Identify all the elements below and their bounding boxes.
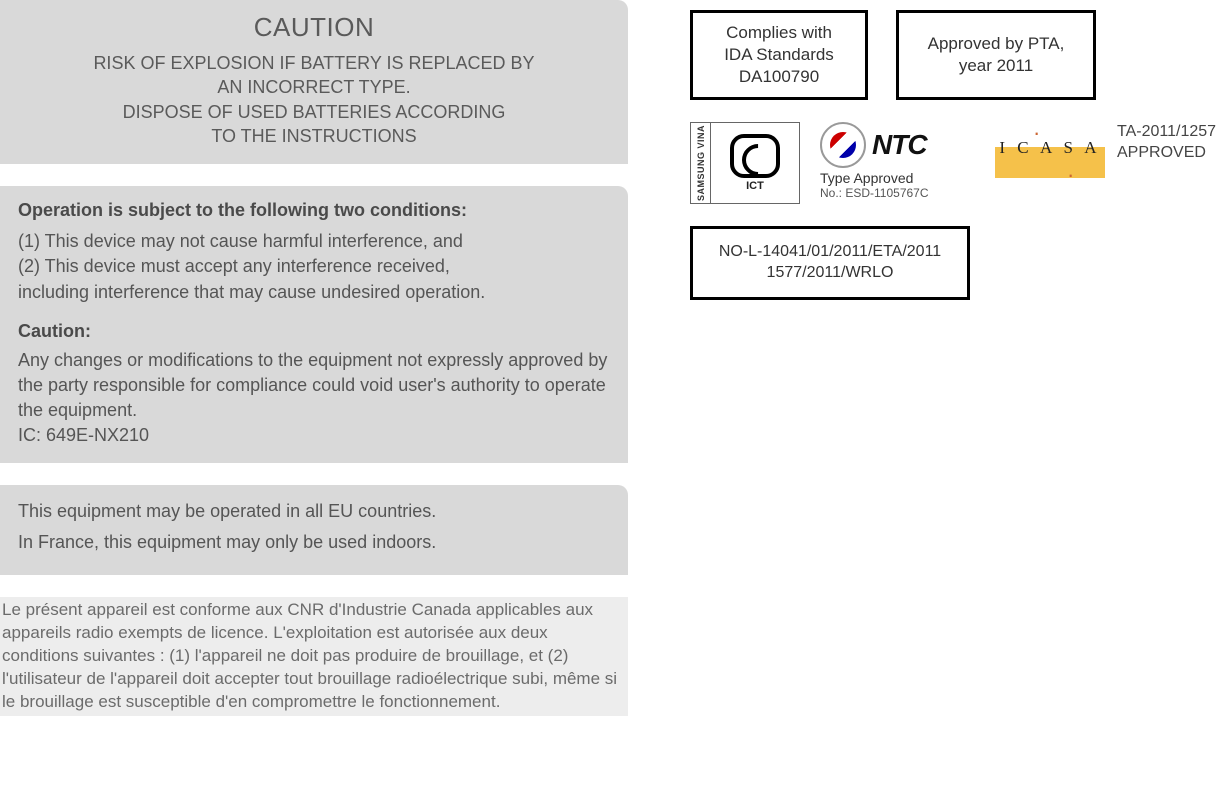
ict-cr-icon <box>730 134 780 178</box>
ida-line: IDA Standards <box>711 44 847 66</box>
french-notice: Le présent appareil est conforme aux CNR… <box>0 597 628 716</box>
caution-panel: CAUTION RISK OF EXPLOSION IF BATTERY IS … <box>0 0 628 164</box>
ntc-type-approved: Type Approved <box>820 170 975 186</box>
caution-subheading: Caution: <box>18 321 610 342</box>
conditions-text: (1) This device may not cause harmful in… <box>18 229 610 305</box>
conditions-panel: Operation is subject to the following tw… <box>0 186 628 462</box>
eu-line: This equipment may be operated in all EU… <box>18 499 610 524</box>
eta-line: NO-L-14041/01/2011/ETA/2011 <box>705 242 955 263</box>
ict-logo: SAMSUNG VINA ICT <box>690 122 800 204</box>
ntc-seal-icon <box>820 122 866 168</box>
eta-line: 1577/2011/WRLO <box>705 263 955 284</box>
cert-row-top: Complies with IDA Standards DA100790 App… <box>690 10 1225 100</box>
caution-body: RISK OF EXPLOSION IF BATTERY IS REPLACED… <box>20 51 608 148</box>
ntc-logo: NTC Type Approved No.: ESD-1105767C <box>820 122 975 200</box>
icasa-label: I C A S A <box>995 122 1105 158</box>
ic-number: IC: 649E-NX210 <box>18 423 610 448</box>
caution-line: DISPOSE OF USED BATTERIES ACCORDING <box>20 100 608 124</box>
pta-cert-box: Approved by PTA, year 2011 <box>896 10 1096 100</box>
ict-label: ICT <box>746 180 764 192</box>
condition-item: (1) This device may not cause harmful in… <box>18 229 610 254</box>
icasa-approved: APPROVED <box>1117 143 1216 164</box>
ict-mark: ICT <box>711 123 799 203</box>
caution-line: RISK OF EXPLOSION IF BATTERY IS REPLACED… <box>20 51 608 75</box>
ntc-label: NTC <box>872 129 927 161</box>
eu-line: In France, this equipment may only be us… <box>18 530 610 555</box>
condition-item: (2) This device must accept any interfer… <box>18 254 610 279</box>
caution-line: TO THE INSTRUCTIONS <box>20 124 608 148</box>
icasa-logo: I C A S A <box>995 122 1105 178</box>
caution-subtext: Any changes or modifications to the equi… <box>18 348 610 424</box>
ntc-number: No.: ESD-1105767C <box>820 186 975 200</box>
pta-line: year 2011 <box>917 55 1075 77</box>
ida-line: Complies with <box>711 22 847 44</box>
pta-line: Approved by PTA, <box>917 33 1075 55</box>
caution-title: CAUTION <box>20 12 608 43</box>
caution-line: AN INCORRECT TYPE. <box>20 75 608 99</box>
ida-line: DA100790 <box>711 66 847 88</box>
condition-item: including interference that may cause un… <box>18 280 610 305</box>
icasa-ta-number: TA-2011/1257 <box>1117 122 1216 143</box>
ida-cert-box: Complies with IDA Standards DA100790 <box>690 10 868 100</box>
icasa-approval: TA-2011/1257 APPROVED <box>1117 122 1216 164</box>
ict-side-label: SAMSUNG VINA <box>691 123 711 203</box>
conditions-heading: Operation is subject to the following tw… <box>18 200 610 221</box>
cert-row-bottom: NO-L-14041/01/2011/ETA/2011 1577/2011/WR… <box>690 226 1225 300</box>
eta-cert-box: NO-L-14041/01/2011/ETA/2011 1577/2011/WR… <box>690 226 970 300</box>
eu-panel: This equipment may be operated in all EU… <box>0 485 628 575</box>
ict-vendor: SAMSUNG VINA <box>696 125 706 201</box>
logos-row: SAMSUNG VINA ICT NTC Type Approved No.: … <box>690 122 1225 204</box>
